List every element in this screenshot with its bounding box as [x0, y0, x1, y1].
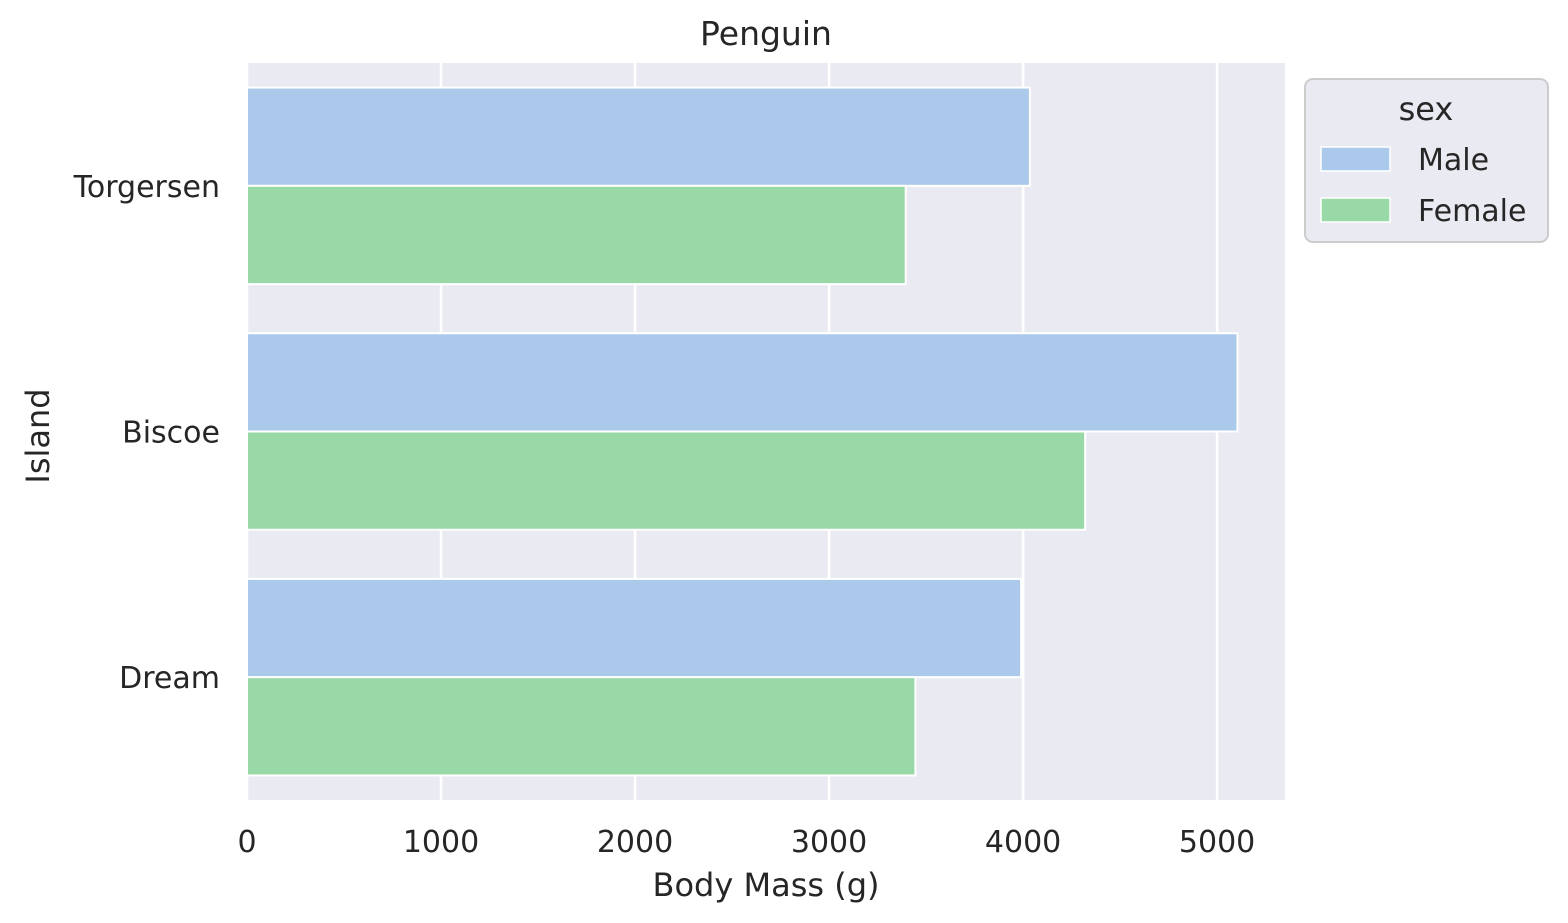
bar-female-biscoe — [246, 430, 1087, 531]
y-tick-label: Biscoe — [122, 416, 220, 451]
bar-male-biscoe — [246, 332, 1239, 433]
x-tick-label: 3000 — [791, 825, 867, 860]
legend-title: sex — [1399, 90, 1454, 128]
y-tick-labels: Torgersen Biscoe Dream — [73, 170, 220, 696]
legend: sex Male Female — [1304, 78, 1549, 243]
y-tick-label: Torgersen — [73, 170, 220, 205]
y-tick-label: Dream — [119, 661, 220, 696]
x-tick-label: 2000 — [597, 825, 673, 860]
y-axis-title: Island — [19, 388, 57, 483]
x-tick-label: 4000 — [985, 825, 1061, 860]
legend-swatch-male — [1320, 146, 1391, 172]
x-tick-label: 5000 — [1179, 825, 1255, 860]
x-axis-title: Body Mass (g) — [653, 866, 880, 904]
bar-male-torgersen — [246, 86, 1031, 187]
x-tick-label: 0 — [237, 825, 256, 860]
x-tick-label: 1000 — [403, 825, 479, 860]
legend-label-male: Male — [1418, 143, 1489, 178]
chart-title: Penguin — [700, 14, 832, 53]
bar-female-dream — [246, 676, 917, 777]
legend-label-female: Female — [1418, 194, 1526, 229]
bar-female-torgersen — [246, 184, 907, 286]
bar-male-dream — [246, 577, 1023, 679]
x-tick-labels: 0 1000 2000 3000 4000 5000 — [237, 825, 1255, 860]
bars — [246, 86, 1239, 777]
legend-entries: Male Female — [1320, 143, 1526, 229]
legend-swatch-female — [1320, 197, 1391, 223]
